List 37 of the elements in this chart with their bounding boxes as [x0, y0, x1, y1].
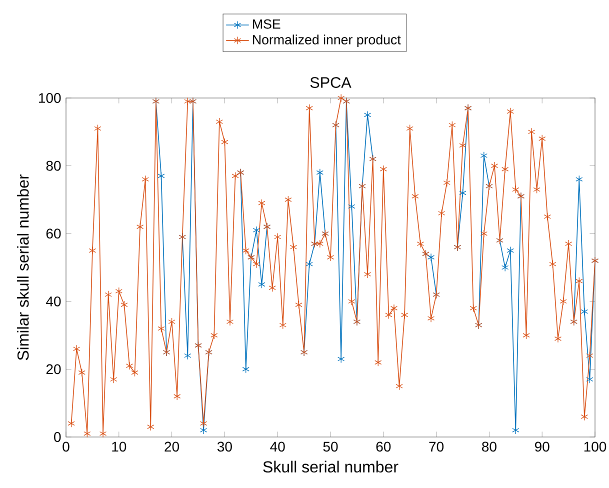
point [580, 308, 588, 316]
x-tick-label: 10 [112, 442, 126, 452]
point [338, 354, 345, 364]
y-axis-title: Similar skull serial number [17, 174, 29, 360]
point [348, 202, 356, 211]
point [184, 352, 192, 360]
point [576, 175, 583, 184]
x-tick-label: 20 [164, 442, 180, 452]
x-tick-label: 50 [323, 442, 338, 452]
point [586, 375, 594, 384]
point [427, 253, 435, 262]
x-tick-label: 80 [482, 442, 496, 452]
x-tick-label: 90 [534, 442, 550, 452]
y-tick-label: 60 [46, 228, 61, 239]
point [502, 263, 509, 272]
legend-label: Normalized inner product [253, 34, 401, 48]
x-tick-label: 60 [376, 442, 391, 452]
x-tick-label: 30 [217, 442, 232, 452]
x-tick-label: 100 [584, 442, 606, 452]
x-axis-title: Skull serial number [263, 460, 398, 473]
point [242, 365, 250, 374]
x-tick-label: 0 [62, 442, 70, 452]
point [158, 172, 165, 180]
y-tick-label: 0 [54, 432, 61, 442]
point [459, 188, 466, 197]
chart-title: SPCA [310, 77, 352, 88]
point [306, 260, 313, 268]
y-tick-label: 80 [46, 160, 61, 171]
legend-label: MSE [253, 19, 280, 29]
point [512, 426, 520, 434]
x-tick-label: 70 [429, 442, 444, 452]
y-tick-label: 100 [39, 93, 61, 103]
y-tick-label: 20 [46, 364, 61, 374]
x-tick-label: 40 [270, 442, 285, 452]
y-tick-label: 40 [46, 296, 61, 306]
point [252, 226, 260, 234]
point [506, 246, 514, 255]
